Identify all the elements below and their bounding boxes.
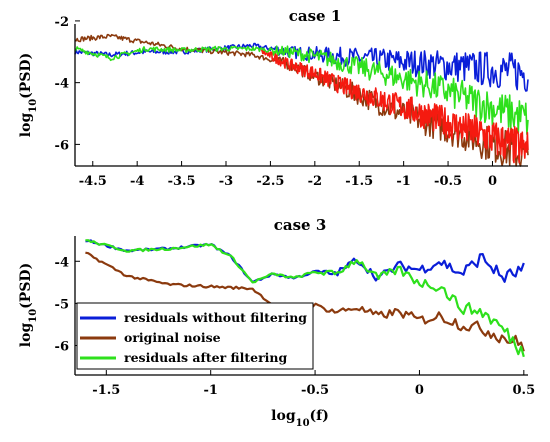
legend-item-original-noise: original noise (80, 330, 221, 345)
case-3-series-residuals-after-filtering (85, 239, 525, 358)
case-3-x-tick-label: -1.5 (92, 383, 120, 398)
case-1-panel: case 1 -4.5 -4 -3.5 -3 -2.5 -2 -1.5 -1 -0.5 0-2-4… (18, 7, 529, 189)
case-1-x-tick-label: -0.5 (434, 174, 462, 189)
legend-box (76, 302, 314, 370)
case-1-y-tick-label: -2 (55, 15, 69, 30)
case-1-series-line-3 (260, 49, 529, 164)
legend-item-residuals-after-filtering: residuals after filtering (80, 350, 288, 365)
case-1-ticks: -4.5 -4 -3.5 -3 -2.5 -2 -1.5 -1 -0.5 0 -2 -4 -6 (55, 15, 497, 189)
case-1-y-label: log10(PSD) (18, 53, 39, 137)
case-3-ticks: -1.5 -1 -0.5 0 0.5 -4 -5 -6 (55, 255, 536, 398)
legend: residuals without filtering original noi… (76, 302, 314, 370)
case-1-x-tick-label: -2.5 (256, 174, 284, 189)
case-1-y-label-main: log (18, 113, 34, 138)
case-3-y-tick-label: -5 (55, 297, 69, 312)
case-1-x-tick-label: -2 (308, 174, 322, 189)
case-1-plot-area (74, 33, 529, 167)
case-3-y-label-sub: 10 (28, 309, 39, 323)
case-3-x-label-rest: (f) (310, 408, 329, 424)
case-1-x-tick-label: -1 (396, 174, 410, 189)
case-3-title: case 3 (274, 216, 327, 234)
case-1-x-tick-label: 0 (488, 174, 497, 189)
legend-item-residuals-without-filtering: residuals without filtering (80, 310, 307, 325)
case-1-y-tick-label: -4 (55, 77, 69, 92)
case-1-y-label-rest: (PSD) (18, 53, 34, 99)
case-3-y-tick-label: -6 (55, 340, 69, 355)
case-1-y-label-sub: 10 (28, 99, 39, 113)
case-3-x-label-main: log (271, 408, 296, 424)
legend-label: original noise (124, 330, 221, 345)
case-1-x-tick-label: -1.5 (345, 174, 373, 189)
case-3-y-label: log10(PSD) (18, 263, 39, 347)
case-3-panel: case 3 -1.5 -1 -0.5 0 0.5-4-5-6 log10(PSD) l… (18, 216, 535, 429)
legend-label: residuals after filtering (124, 350, 288, 365)
case-1-y-tick-label: -6 (55, 138, 69, 153)
case-3-x-label-sub: 10 (296, 418, 310, 429)
case-1-x-tick-label: -4.5 (79, 174, 107, 189)
case-3-y-tick-label: -4 (55, 255, 69, 270)
case-1-x-tick-label: -3 (219, 174, 233, 189)
case-1-title: case 1 (289, 7, 342, 25)
legend-label: residuals without filtering (124, 310, 307, 325)
case-3-series-residuals-without-filtering (85, 239, 525, 284)
case-3-x-tick-label: 0.5 (513, 383, 536, 398)
case-1-series-residuals-after-filtering (74, 45, 529, 135)
case-1-x-tick-label: -4 (130, 174, 144, 189)
case-3-x-tick-label: 0 (415, 383, 424, 398)
case-3-y-label-main: log (18, 323, 34, 348)
case-3-x-label: log10(f) (271, 408, 329, 429)
case-1-x-tick-label: -3.5 (168, 174, 196, 189)
case-3-x-tick-label: -0.5 (301, 383, 329, 398)
case-3-x-tick-label: -1 (203, 383, 217, 398)
case-3-y-label-rest: (PSD) (18, 263, 34, 309)
